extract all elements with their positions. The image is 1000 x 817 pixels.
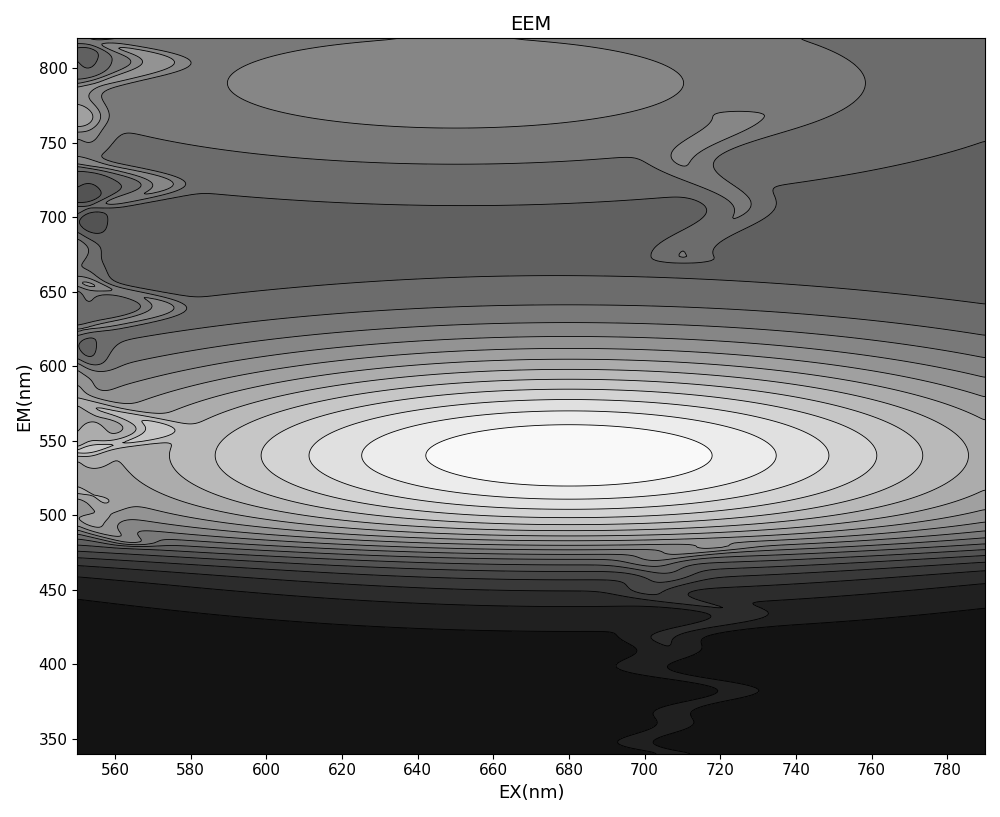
- Title: EEM: EEM: [511, 15, 552, 34]
- Y-axis label: EM(nm): EM(nm): [15, 361, 33, 431]
- X-axis label: EX(nm): EX(nm): [498, 784, 564, 802]
